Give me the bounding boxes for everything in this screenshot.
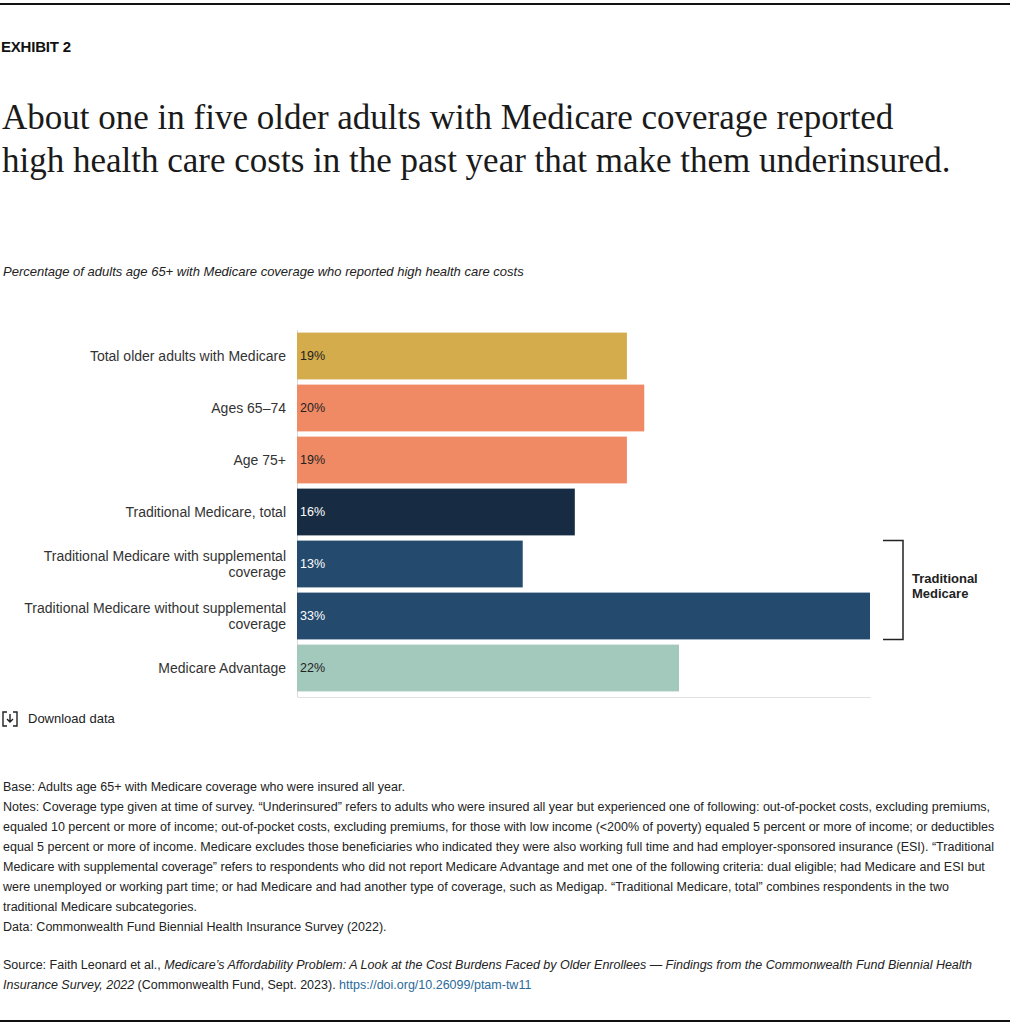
bar <box>297 645 679 692</box>
text-line: Traditional Medicare without supplementa… <box>24 600 286 616</box>
download-icon[interactable] <box>3 712 17 726</box>
category-label: Traditional Medicare, total <box>125 504 286 520</box>
data-labels: 19% 20% 19% 16% 13% 33% 22% <box>300 349 325 675</box>
data-note: Data: Commonwealth Fund Biennial Health … <box>3 917 1005 937</box>
bar <box>297 541 523 588</box>
category-label: Traditional Medicare without supplementa… <box>24 600 286 633</box>
exhibit-label: EXHIBIT 2 <box>1 38 71 55</box>
category-label: Age 75+ <box>233 452 286 468</box>
text-line: Ages 65–74 <box>211 400 286 416</box>
y-tick: Ages 65–74 <box>211 400 297 416</box>
text-line: Age 75+ <box>233 452 286 468</box>
x-axis <box>298 330 871 698</box>
text-line: Medicare <box>912 586 968 601</box>
x-axis-line <box>298 697 871 698</box>
data-label: 20% <box>300 401 325 415</box>
bar <box>297 593 870 640</box>
subtitle: Percentage of adults age 65+ with Medica… <box>3 264 524 279</box>
y-tick: Total older adults with Medicare <box>90 348 297 364</box>
bar <box>297 333 627 380</box>
icon-frame[interactable] <box>3 712 17 726</box>
annotation: TraditionalMedicare <box>912 571 978 602</box>
category-label: Total older adults with Medicare <box>90 348 286 364</box>
bracket <box>883 541 903 640</box>
text-line: coverage <box>228 616 286 632</box>
text-line: Total older adults with Medicare <box>90 348 286 364</box>
source: Source: Faith Leonard et al., Medicare’s… <box>3 955 1003 995</box>
icon-arrow[interactable] <box>7 714 13 722</box>
y-tick: Age 75+ <box>233 452 297 468</box>
bar <box>297 489 575 536</box>
text-line: coverage <box>228 564 286 580</box>
bar <box>297 437 627 484</box>
data-label: 19% <box>300 349 325 363</box>
top-rule <box>0 3 1010 5</box>
y-tick: Traditional Medicare without supplementa… <box>24 600 297 633</box>
data-label: 19% <box>300 453 325 467</box>
category-label: Ages 65–74 <box>211 400 286 416</box>
text-line: Traditional Medicare, total <box>125 504 286 520</box>
text-line: Traditional <box>912 571 978 586</box>
y-tick: Traditional Medicare with supplementalco… <box>44 548 297 581</box>
text-line: Traditional Medicare with supplemental <box>44 548 286 564</box>
base-note: Base: Adults age 65+ with Medicare cover… <box>3 777 1005 797</box>
source-suffix: (Commonwealth Fund, Sept. 2023). <box>138 978 336 992</box>
y-tick: Traditional Medicare, total <box>125 504 297 520</box>
title: About one in five older adults with Medi… <box>2 96 962 182</box>
data-label: 33% <box>300 609 325 623</box>
bottom-rule <box>0 1020 1010 1022</box>
data-label: 16% <box>300 505 325 519</box>
data-label: 22% <box>300 661 325 675</box>
y-axis: Total older adults with Medicare Ages 65–… <box>24 348 297 676</box>
notes: Notes: Coverage type given at time of su… <box>3 797 1005 917</box>
bar <box>297 385 644 432</box>
y-tick: Medicare Advantage <box>158 660 297 676</box>
data-label: 13% <box>300 557 325 571</box>
text-line: Medicare Advantage <box>158 660 286 676</box>
source-link[interactable]: https://doi.org/10.26099/ptam-tw11 <box>339 978 531 992</box>
page: {"chart_data": { "type": "bar", "orienta… <box>0 0 1010 1026</box>
category-label: Traditional Medicare with supplementalco… <box>44 548 286 581</box>
bars <box>297 333 870 692</box>
source-prefix: Source: Faith Leonard et al., <box>3 958 161 972</box>
download-link[interactable]: Download data <box>28 711 115 726</box>
category-label: Medicare Advantage <box>158 660 286 676</box>
notes-block: Base: Adults age 65+ with Medicare cover… <box>3 777 1005 937</box>
